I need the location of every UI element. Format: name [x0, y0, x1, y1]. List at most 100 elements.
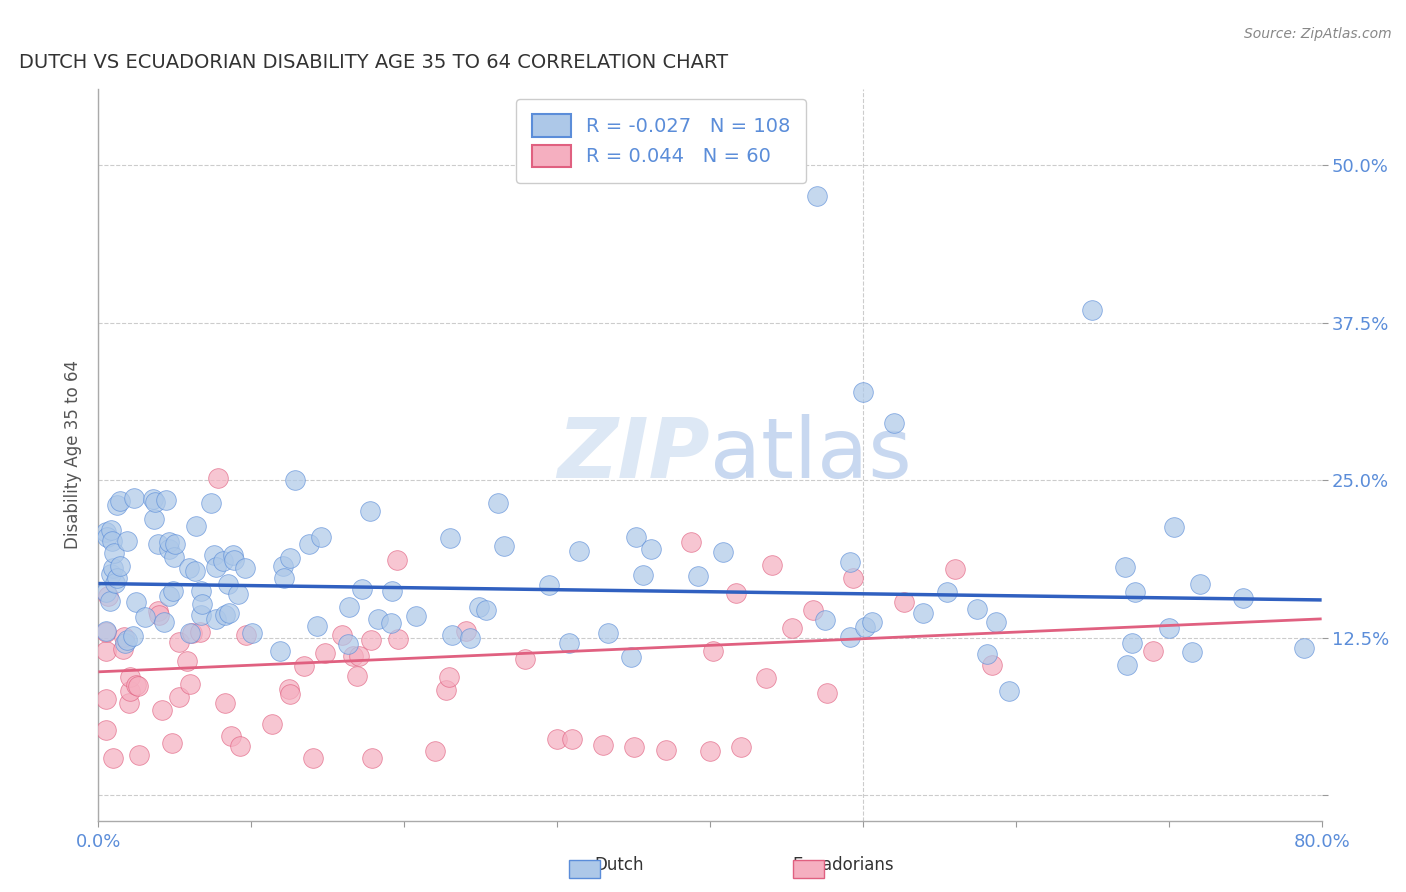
- Point: [117, 534, 139, 549]
- Point: [98, 594, 121, 608]
- Point: [179, 626, 201, 640]
- Point: [441, 628, 464, 642]
- Text: Ecuadorians: Ecuadorians: [793, 855, 894, 873]
- Point: [120, 683, 142, 698]
- Point: [302, 750, 325, 764]
- Point: [458, 631, 481, 645]
- Point: [314, 646, 336, 660]
- Point: [1157, 621, 1180, 635]
- Point: [181, 626, 204, 640]
- Point: [624, 530, 647, 544]
- Point: [278, 550, 301, 565]
- Point: [654, 743, 676, 757]
- Point: [146, 604, 169, 618]
- Point: [278, 687, 301, 701]
- Point: [112, 630, 135, 644]
- Point: [1121, 636, 1143, 650]
- Point: [125, 678, 148, 692]
- Point: [436, 682, 458, 697]
- Point: [437, 669, 460, 683]
- Point: [153, 615, 176, 630]
- Point: [157, 589, 180, 603]
- Point: [94, 692, 117, 706]
- Point: [596, 626, 619, 640]
- Point: [702, 644, 724, 658]
- Point: [190, 584, 212, 599]
- Point: [212, 554, 235, 568]
- Point: [456, 624, 478, 639]
- Point: [94, 643, 117, 657]
- Point: [761, 558, 783, 573]
- Point: [839, 555, 862, 569]
- Point: [218, 606, 240, 620]
- Point: [176, 654, 198, 668]
- Point: [342, 649, 364, 664]
- Point: [128, 747, 150, 762]
- Point: [1114, 560, 1136, 574]
- Point: [623, 740, 645, 755]
- Point: [468, 599, 491, 614]
- Point: [120, 670, 142, 684]
- Point: [984, 615, 1007, 629]
- Point: [346, 669, 368, 683]
- Point: [118, 696, 141, 710]
- Text: atlas: atlas: [710, 415, 911, 495]
- Point: [205, 612, 228, 626]
- Point: [381, 584, 404, 599]
- Point: [681, 535, 703, 549]
- Point: [101, 750, 124, 764]
- Point: [1232, 591, 1254, 605]
- Point: [842, 571, 865, 585]
- Point: [277, 682, 299, 697]
- Point: [405, 609, 427, 624]
- Point: [240, 626, 263, 640]
- Point: [94, 624, 117, 638]
- Point: [100, 567, 122, 582]
- Point: [202, 548, 225, 562]
- Point: [803, 603, 825, 617]
- Point: [146, 537, 169, 551]
- Point: [780, 621, 803, 635]
- Point: [730, 740, 752, 755]
- Point: [1116, 658, 1139, 673]
- Point: [883, 417, 905, 431]
- Point: [183, 565, 205, 579]
- Text: Source: ZipAtlas.com: Source: ZipAtlas.com: [1244, 27, 1392, 41]
- Point: [558, 635, 581, 649]
- Text: ZIP: ZIP: [557, 415, 710, 495]
- Point: [513, 652, 536, 666]
- Point: [101, 561, 124, 575]
- Point: [546, 731, 568, 746]
- Point: [936, 585, 959, 599]
- Point: [184, 519, 207, 533]
- Point: [387, 632, 409, 647]
- Point: [217, 576, 239, 591]
- Point: [1180, 645, 1202, 659]
- Text: DUTCH VS ECUADORIAN DISABILITY AGE 35 TO 64 CORRELATION CHART: DUTCH VS ECUADORIAN DISABILITY AGE 35 TO…: [18, 54, 728, 72]
- Point: [492, 539, 515, 553]
- Point: [754, 671, 776, 685]
- Point: [359, 504, 381, 518]
- Point: [122, 491, 145, 505]
- Point: [214, 696, 236, 710]
- Point: [620, 650, 643, 665]
- Point: [222, 548, 245, 562]
- Point: [108, 559, 131, 574]
- Point: [912, 606, 935, 620]
- Point: [561, 731, 583, 746]
- Point: [235, 628, 257, 642]
- Point: [260, 717, 283, 731]
- Point: [347, 648, 370, 663]
- Point: [121, 629, 143, 643]
- Point: [157, 535, 180, 549]
- Point: [160, 736, 183, 750]
- Point: [228, 587, 250, 601]
- Point: [143, 494, 166, 508]
- Point: [439, 531, 461, 545]
- Point: [108, 493, 131, 508]
- Point: [486, 496, 509, 510]
- Point: [568, 544, 591, 558]
- Point: [142, 492, 165, 507]
- Point: [309, 530, 332, 544]
- Point: [1163, 520, 1185, 534]
